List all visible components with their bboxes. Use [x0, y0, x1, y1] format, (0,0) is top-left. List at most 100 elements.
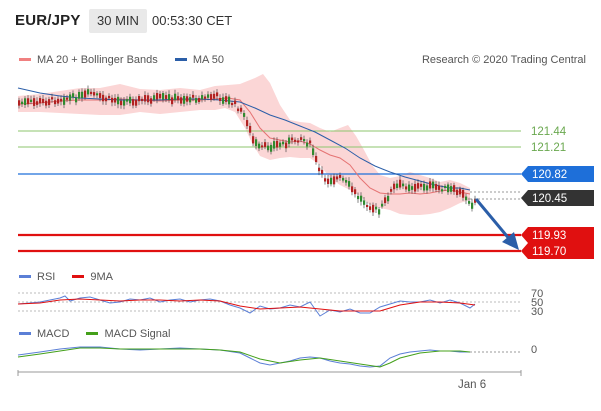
candle-body — [435, 184, 438, 190]
price-tag-text: 119.70 — [532, 246, 566, 258]
candle-body — [417, 183, 420, 189]
candle-body — [465, 196, 468, 201]
macd-signal-line — [17, 347, 471, 368]
rsi-level-label-50: 50 — [531, 297, 543, 309]
candle-body — [471, 202, 474, 209]
candle-body — [174, 93, 177, 101]
candle-body — [453, 185, 456, 192]
candle-body — [231, 102, 234, 106]
candle-body — [342, 177, 345, 181]
candle-body — [219, 97, 222, 101]
candle-body — [330, 177, 333, 185]
candle-body — [69, 94, 72, 101]
rsi-legend: RSI 9MA — [19, 271, 127, 283]
candle-body — [162, 93, 165, 100]
time-label: 00:53:30 CET — [152, 13, 233, 28]
rsi-level-label-30: 30 — [531, 306, 543, 318]
legend-item-rsi: RSI — [19, 271, 55, 283]
timeframe-selector[interactable]: 30 MIN — [89, 9, 147, 33]
legend-label: MACD Signal — [104, 328, 171, 340]
price-tag-120-45: 120.45 — [521, 190, 594, 206]
candle-body — [195, 98, 198, 103]
candle-body — [384, 197, 387, 204]
candle-body — [387, 195, 390, 202]
candle-body — [237, 108, 240, 112]
candle-body — [183, 96, 186, 104]
candle-body — [324, 178, 327, 182]
candle-body — [276, 140, 279, 148]
candle-body — [60, 98, 63, 102]
candle-body — [30, 99, 33, 102]
macd-zero-label: 0 — [531, 344, 537, 356]
candle-body — [96, 93, 99, 96]
candle-body — [303, 138, 306, 142]
candle-body — [309, 140, 312, 144]
legend-label: MA 50 — [192, 54, 225, 66]
candle-body — [414, 183, 417, 192]
candle-body — [261, 145, 264, 148]
legend-swatch — [19, 274, 31, 278]
candle-body — [204, 96, 207, 99]
legend-swatch — [174, 57, 187, 61]
candle-body — [192, 94, 195, 98]
candle-body — [126, 99, 129, 102]
rsi-level-label-70: 70 — [531, 288, 543, 300]
candle-body — [177, 96, 180, 101]
price-tag-bg — [521, 243, 594, 259]
candle-body — [75, 97, 78, 103]
candle-body — [189, 97, 192, 103]
price-tag-119-70: 119.70 — [521, 243, 594, 259]
candle-body — [123, 100, 126, 106]
candle-body — [291, 137, 294, 141]
candle-body — [288, 137, 291, 144]
candle-body — [381, 203, 384, 207]
candle-body — [318, 167, 321, 172]
legend-label: RSI — [37, 271, 56, 283]
candle-body — [423, 183, 426, 191]
candle-body — [351, 186, 354, 193]
candle-body — [24, 98, 27, 105]
candle-body — [420, 183, 423, 187]
candle-body — [144, 95, 147, 102]
candle-body — [111, 97, 114, 103]
candle-body — [315, 155, 318, 163]
legend-label: 9MA — [90, 271, 114, 283]
candle-body — [285, 142, 288, 149]
candle-body — [102, 94, 105, 102]
candle-body — [459, 188, 462, 195]
candle-body — [390, 189, 393, 192]
price-tag-120-82: 120.82 — [521, 166, 594, 182]
macd-legend: MACD MACD Signal — [19, 328, 184, 340]
candle-body — [429, 181, 432, 189]
candle-body — [411, 186, 414, 190]
candle-body — [474, 199, 477, 203]
legend-item-macd: MACD — [19, 328, 69, 340]
candle-body — [93, 92, 96, 96]
candle-body — [114, 97, 117, 103]
candle-body — [84, 90, 87, 98]
price-tag-bg — [521, 227, 594, 243]
macd-line — [17, 346, 470, 368]
candle-body — [354, 189, 357, 195]
candle-body — [147, 95, 150, 103]
candle-body — [408, 184, 411, 192]
candle-body — [18, 100, 21, 106]
rsi-line — [17, 295, 476, 317]
legend-item-ma20-bb: MA 20 + Bollinger Bands — [19, 54, 158, 66]
candle-body — [264, 142, 267, 148]
price-tag-121-44: 121.44 — [531, 126, 567, 138]
candle-body — [396, 183, 399, 188]
candle-body — [159, 93, 162, 99]
candle-body — [426, 185, 429, 191]
price-tag-text: 120.82 — [532, 169, 567, 181]
candle-body — [255, 139, 258, 146]
candle-body — [165, 95, 168, 100]
legend-label: MACD — [37, 328, 70, 340]
candle-body — [90, 91, 93, 95]
legend-swatch — [72, 274, 85, 278]
candle-body — [78, 91, 81, 99]
candle-body — [87, 89, 90, 95]
candle-body — [72, 93, 75, 98]
candle-body — [132, 99, 135, 106]
candle-body — [180, 97, 183, 104]
